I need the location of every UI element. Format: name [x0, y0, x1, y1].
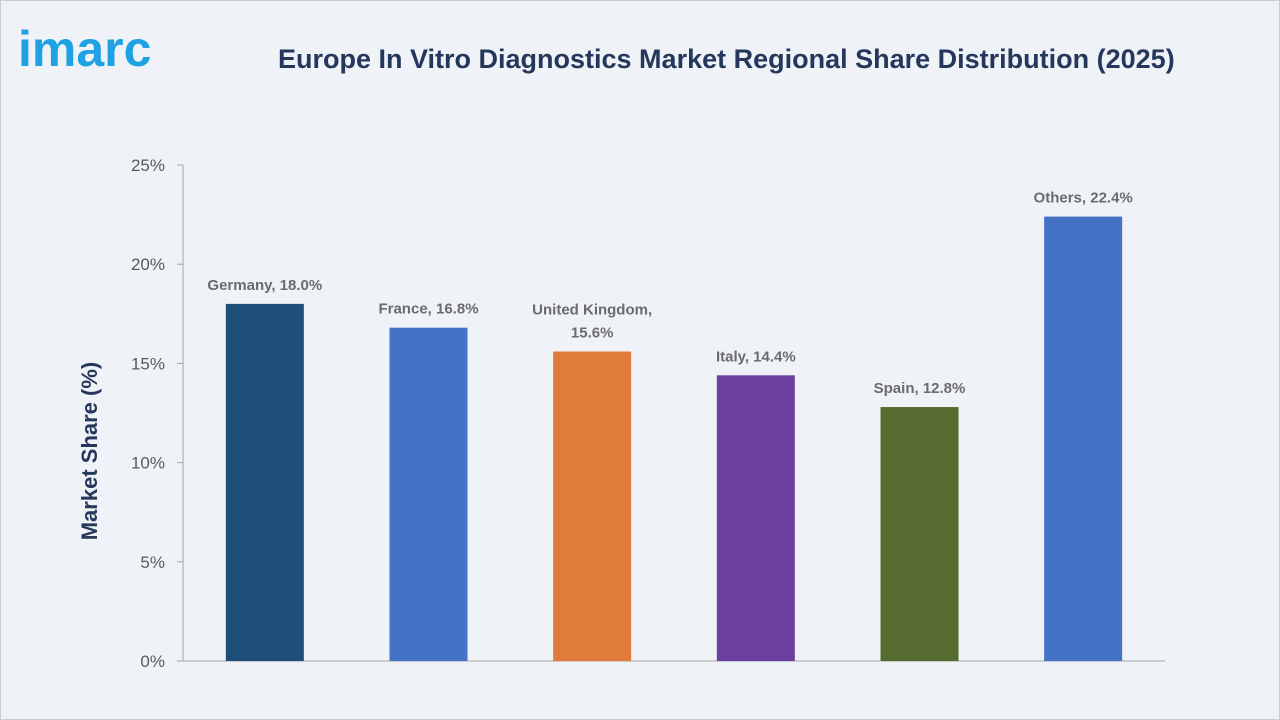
- y-tick-label: 10%: [131, 454, 165, 473]
- y-tick-label: 25%: [131, 156, 165, 175]
- data-label: Germany, 18.0%: [207, 277, 322, 294]
- bar-italy: [716, 375, 795, 661]
- data-label: France, 16.8%: [378, 301, 478, 318]
- y-axis-label: Market Share (%): [77, 362, 102, 541]
- y-tick-label: 5%: [140, 553, 165, 572]
- data-label: Spain, 12.8%: [874, 380, 966, 397]
- y-tick-label: 15%: [131, 354, 165, 373]
- chart-data-labels: Germany, 18.0% France, 16.8% United Kingdo…: [207, 190, 1132, 397]
- bar-united-kingdom: [553, 351, 632, 661]
- data-label: United Kingdom,: [532, 301, 652, 318]
- data-label: Others, 22.4%: [1034, 190, 1133, 207]
- imarc-logo: imarc: [18, 21, 152, 77]
- chart-axes: 0% 5% 10% 15% 20% 25%: [131, 156, 1165, 671]
- y-tick-label: 0%: [140, 652, 165, 671]
- y-tick-label: 20%: [131, 255, 165, 274]
- bar-germany: [225, 303, 304, 661]
- bar-spain: [880, 407, 959, 661]
- data-label: Italy, 14.4%: [716, 348, 796, 365]
- chart-bars: [225, 216, 1123, 662]
- bar-others: [1044, 216, 1123, 662]
- bar-france: [389, 327, 468, 661]
- data-label: 15.6%: [571, 324, 614, 341]
- chart-title: Europe In Vitro Diagnostics Market Regio…: [278, 44, 1175, 74]
